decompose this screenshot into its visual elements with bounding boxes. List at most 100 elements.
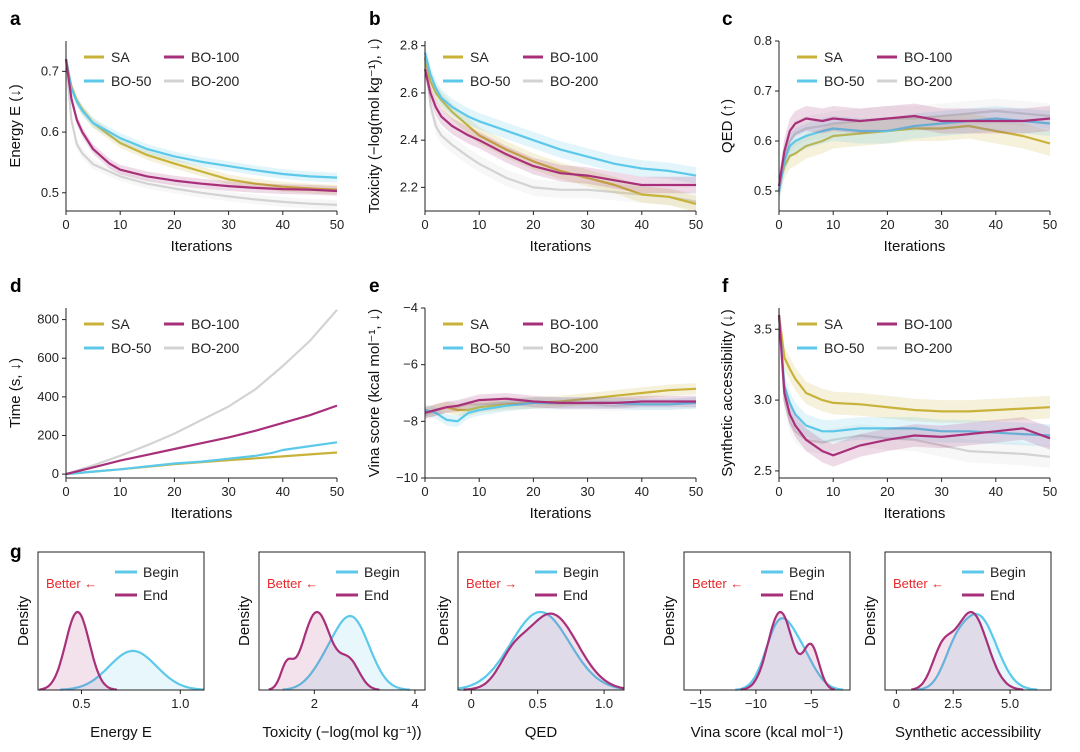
x-axis-label-e: Iterations: [530, 505, 592, 522]
x-tick-label-c: 20: [880, 217, 894, 232]
y-tick-label-f: 3.0: [754, 392, 772, 407]
x-tick-label-d: 20: [167, 484, 181, 499]
y-axis-label-f: Synthetic accessibility (↓): [719, 309, 736, 477]
x-tick-label-e: 30: [580, 484, 594, 499]
legend-label-b: BO-50: [470, 73, 511, 89]
x-tick-label-c: 40: [989, 217, 1003, 232]
density-fill-begin-g4: [684, 618, 850, 690]
x-tick-label-b: 50: [689, 217, 703, 232]
series-line-b-bo-50: [423, 52, 697, 177]
better-indicator-g5: Better ←: [893, 576, 944, 591]
panel-e: e 0 10 20 30 40 50 −10 −8 −6 −4 Iterations Vina scor…: [366, 276, 703, 522]
series-line-a-bo-100: [64, 59, 338, 193]
legend-label-d: BO-100: [191, 316, 239, 332]
series-line-b-sa: [423, 57, 697, 205]
y-axis-label-d: Time (s, ↓): [7, 358, 24, 428]
panel-b: b 0 10 20 30 40 50 2.2 2.4 2.6 2.8 Iterations Toxici…: [366, 9, 703, 255]
density-panel-g5: 0 2.5 5.0 Synthetic accessibility Density Bet…: [862, 551, 1052, 741]
y-tick-label-d: 600: [37, 350, 59, 365]
x-tick-label-b: 40: [635, 217, 649, 232]
panel-label-g: g: [10, 542, 22, 563]
density-fill-end-g2: [259, 612, 425, 690]
density-panel-g1: 0.5 1.0 Energy E Density Better ← Begin End: [15, 551, 205, 741]
legend-label-b: BO-100: [550, 49, 598, 65]
legend-label-c: BO-50: [824, 73, 865, 89]
panel-d: d 0 10 20 30 40 50 0 200 400 600 800 Iterations Time …: [7, 276, 344, 522]
panel-label-d: d: [10, 276, 22, 297]
x-tick-label-f: 40: [989, 484, 1003, 499]
density-frame-g1: [37, 551, 205, 691]
density-frame-g2: [258, 551, 426, 691]
series-line-d-bo-50: [65, 441, 338, 476]
y-tick-label-e: −10: [396, 470, 418, 485]
x-tick-label-b: 10: [472, 217, 486, 232]
density-fill-begin-g3: [458, 612, 624, 690]
legend-label-a: BO-50: [111, 73, 152, 89]
density-x-tick-label-g5: 2.5: [944, 696, 962, 711]
x-tick-label-e: 20: [526, 484, 540, 499]
panel-label-b: b: [369, 9, 381, 30]
x-axis-label-f: Iterations: [884, 505, 946, 522]
panel-label-c: c: [722, 9, 733, 30]
legend-label-d: BO-200: [191, 340, 239, 356]
x-tick-label-e: 10: [472, 484, 486, 499]
band-f-bo-100: [779, 303, 1050, 467]
density-x-tick-label-g2: 2: [311, 696, 318, 711]
band-c-bo-100: [779, 103, 1050, 199]
legend-label-begin-g4: Begin: [789, 564, 825, 580]
legend-label-f: BO-100: [904, 316, 952, 332]
y-tick-label-e: −6: [403, 357, 418, 372]
x-axis-label-d: Iterations: [171, 505, 233, 522]
x-tick-label-d: 30: [221, 484, 235, 499]
density-line-begin-g5: [916, 613, 1038, 691]
x-tick-label-e: 0: [421, 484, 428, 499]
y-tick-label-b: 2.6: [400, 85, 418, 100]
density-x-tick-label-g5: 5.0: [1001, 696, 1019, 711]
legend-label-c: BO-100: [904, 49, 952, 65]
legend-label-c: BO-200: [904, 73, 952, 89]
density-fill-end-g5: [885, 612, 1051, 690]
density-y-label-g4: Density: [661, 595, 678, 646]
density-fill-begin-g5: [885, 614, 1051, 690]
x-tick-label-f: 10: [826, 484, 840, 499]
density-line-begin-g1: [60, 649, 205, 691]
x-tick-label-a: 0: [62, 217, 69, 232]
density-line-end-g5: [911, 610, 1024, 691]
legend-label-a: SA: [111, 49, 130, 65]
density-panel-g2: 2 4 Toxicity (−log(mol kg⁻¹)) Density Better…: [236, 551, 426, 741]
legend-label-begin-g1: Begin: [143, 564, 179, 580]
x-tick-label-b: 0: [421, 217, 428, 232]
legend-label-begin-g3: Begin: [563, 564, 599, 580]
density-panel-g3: 0 0.5 1.0 QED Density Better → Begin End: [435, 551, 625, 741]
x-tick-label-a: 20: [167, 217, 181, 232]
x-tick-label-f: 30: [934, 484, 948, 499]
legend-label-b: SA: [470, 49, 489, 65]
band-b-bo-100: [425, 61, 696, 194]
panel-f: f 0 10 20 30 40 50 2.5 3.0 3.5 Iterations Synthetic…: [719, 276, 1057, 522]
density-y-label-g5: Density: [862, 595, 879, 646]
series-line-b-bo-200: [423, 57, 697, 203]
y-tick-label-d: 200: [37, 428, 59, 443]
density-x-tick-label-g4: −10: [745, 696, 767, 711]
density-x-tick-label-g2: 4: [411, 696, 418, 711]
y-axis-label-c: QED (↑): [719, 99, 736, 153]
density-y-label-g3: Density: [435, 595, 452, 646]
density-line-end-g2: [268, 610, 380, 691]
density-line-end-g1: [39, 610, 117, 691]
y-tick-label-c: 0.5: [754, 183, 772, 198]
density-x-tick-label-g3: 0: [468, 696, 475, 711]
series-line-f-bo-100: [777, 315, 1051, 457]
series-line-e-bo-100: [424, 397, 696, 414]
better-indicator-g2: Better ←: [267, 576, 318, 591]
y-tick-label-c: 0.8: [754, 33, 772, 48]
legend-label-f: BO-50: [824, 340, 865, 356]
series-line-a-bo-50: [64, 58, 338, 179]
legend-label-end-g5: End: [990, 587, 1015, 603]
panel-label-a: a: [10, 9, 21, 30]
x-tick-label-e: 50: [689, 484, 703, 499]
series-line-f-bo-200: [777, 315, 1051, 458]
density-panel-g4: −15 −10 −5 Vina score (kcal mol⁻¹) Density Be…: [661, 551, 851, 741]
legend-label-d: BO-50: [111, 340, 152, 356]
x-tick-label-a: 40: [276, 217, 290, 232]
